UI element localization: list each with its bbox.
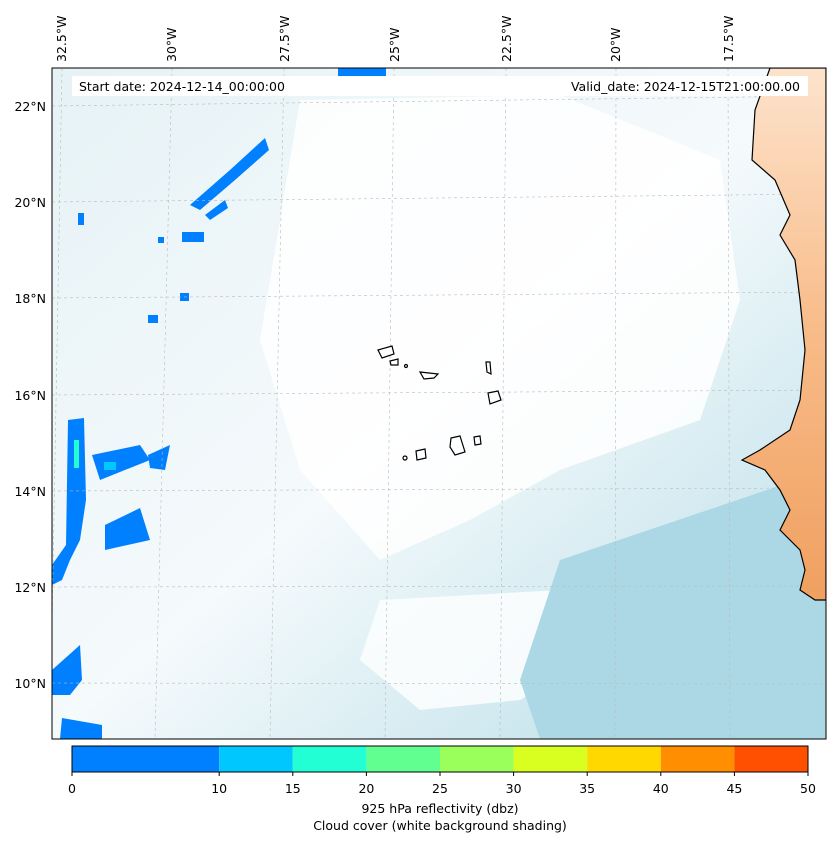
colorbar-label: 925 hPa reflectivity (dbz) bbox=[361, 801, 519, 816]
colorbar bbox=[71, 745, 809, 776]
reflectivity-cell-15dbz bbox=[74, 440, 79, 468]
africa-coastline bbox=[740, 68, 826, 601]
lat-label: 14°N bbox=[14, 484, 46, 499]
colorbar-tick-label: 30 bbox=[505, 781, 522, 796]
start-date: Start date: 2024-12-14_00:00:00 bbox=[79, 79, 285, 94]
colorbar-tick-label: 40 bbox=[652, 781, 669, 796]
colorbar-tick-label: 45 bbox=[726, 781, 743, 796]
lon-label: 20°W bbox=[608, 27, 623, 62]
lat-label: 10°N bbox=[14, 676, 46, 691]
cape-verde-islands bbox=[377, 345, 502, 461]
dense-cloud-region bbox=[520, 470, 826, 739]
valid-date: Valid_date: 2024-12-15T21:00:00.00 bbox=[571, 79, 800, 94]
map-frame bbox=[51, 67, 827, 740]
lon-labels: 32.5°W 30°W 27.5°W 25°W 22.5°W 20°W 17.5… bbox=[54, 16, 736, 62]
reflectivity-cell-10dbz bbox=[104, 462, 116, 470]
colorbar-segment bbox=[292, 746, 367, 772]
colorbar-segment bbox=[660, 746, 735, 772]
colorbar-segment bbox=[734, 746, 808, 772]
clear-sky-region bbox=[260, 95, 740, 560]
lat-label: 12°N bbox=[14, 580, 46, 595]
colorbar-segment bbox=[440, 746, 514, 772]
colorbar-tick-label: 35 bbox=[579, 781, 596, 796]
colorbar-tick-label: 20 bbox=[358, 781, 375, 796]
colorbar-sublabel: Cloud cover (white background shading) bbox=[313, 818, 567, 833]
lon-label: 30°W bbox=[164, 27, 179, 62]
lon-label: 17.5°W bbox=[721, 16, 736, 62]
colorbar-segment bbox=[366, 746, 440, 772]
colorbar-segment bbox=[587, 746, 661, 772]
header-box bbox=[72, 76, 808, 96]
colorbar-tick-label: 50 bbox=[800, 781, 816, 796]
colorbar-tick-label: 10 bbox=[211, 781, 228, 796]
lat-label: 22°N bbox=[14, 99, 46, 114]
lon-label: 32.5°W bbox=[54, 16, 69, 62]
colorbar-tick-label: 0 bbox=[68, 781, 76, 796]
graticule bbox=[52, 68, 826, 739]
lon-label: 27.5°W bbox=[277, 16, 292, 62]
lat-label: 18°N bbox=[14, 291, 46, 306]
lon-label: 22.5°W bbox=[499, 16, 514, 62]
lat-labels: 22°N 20°N 18°N 16°N 14°N 12°N 10°N bbox=[14, 99, 46, 691]
lon-label: 25°W bbox=[387, 27, 402, 62]
colorbar-segment bbox=[219, 746, 293, 772]
colorbar-segment bbox=[513, 746, 588, 772]
lat-label: 16°N bbox=[14, 388, 46, 403]
colorbar-tick-label: 25 bbox=[432, 781, 448, 796]
colorbar-tick-label: 15 bbox=[284, 781, 301, 796]
colorbar-segment bbox=[72, 746, 220, 772]
lat-label: 20°N bbox=[14, 195, 46, 210]
